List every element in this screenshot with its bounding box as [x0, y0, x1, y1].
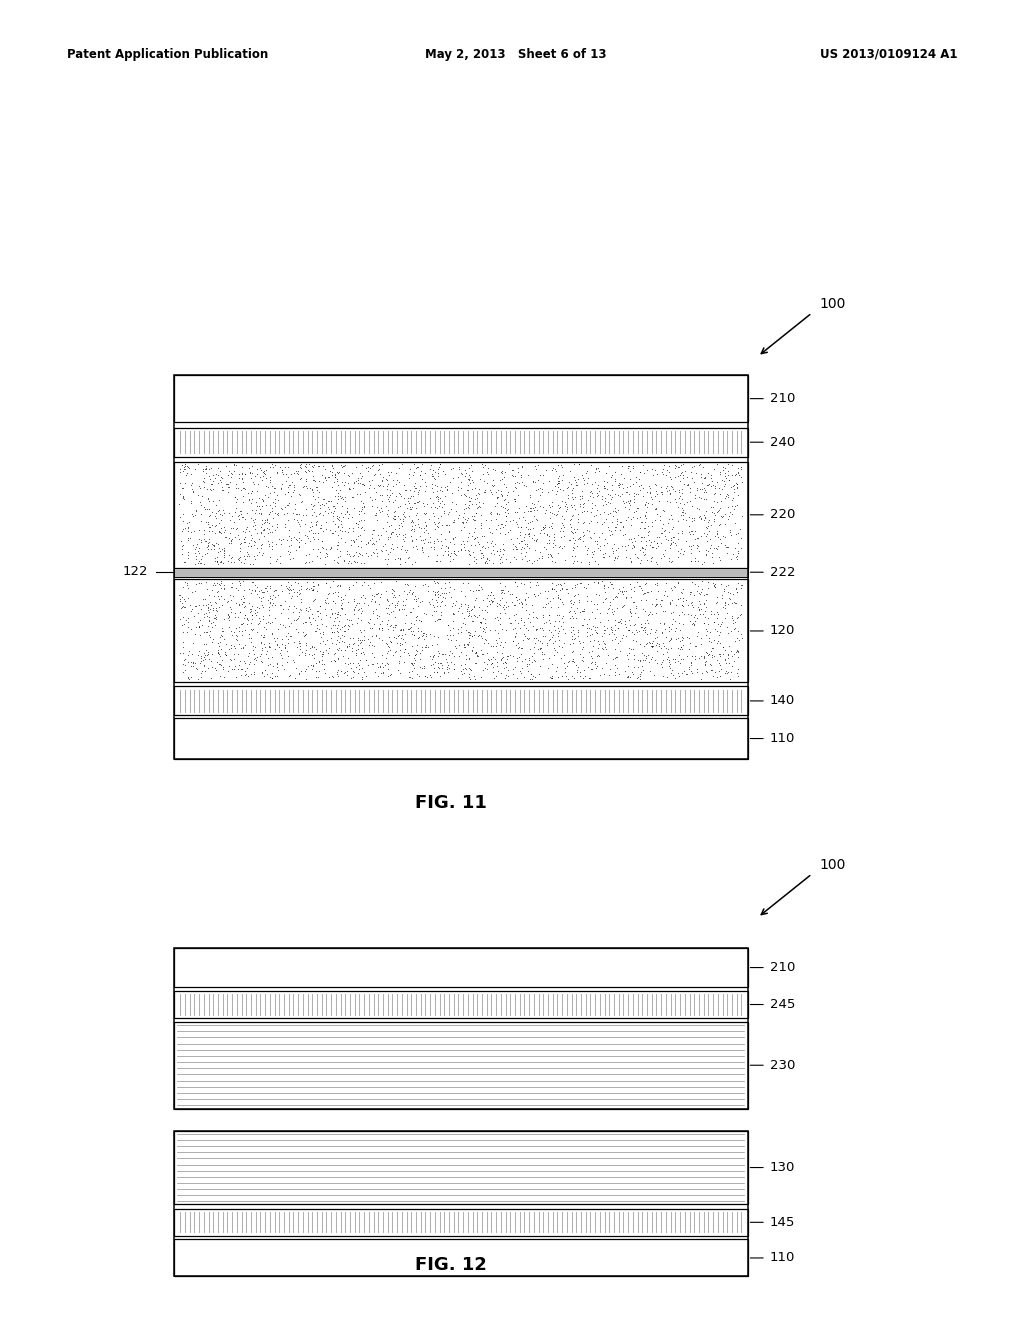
Text: 240: 240	[770, 436, 796, 449]
Text: Patent Application Publication: Patent Application Publication	[67, 48, 268, 61]
Text: FIG. 11: FIG. 11	[415, 793, 486, 812]
Bar	[174, 948, 748, 987]
Bar	[174, 718, 748, 759]
Text: 100: 100	[819, 297, 846, 310]
Text: 122: 122	[123, 565, 148, 578]
Text: 210: 210	[770, 961, 796, 974]
Text: 120: 120	[770, 624, 796, 638]
Bar	[174, 428, 748, 457]
Bar	[174, 948, 748, 1109]
Bar	[174, 686, 748, 715]
Text: 245: 245	[770, 998, 796, 1011]
Bar	[174, 568, 748, 577]
Text: 230: 230	[770, 1059, 796, 1072]
Bar	[174, 991, 748, 1018]
Text: 222: 222	[770, 566, 796, 578]
Text: US 2013/0109124 A1: US 2013/0109124 A1	[820, 48, 957, 61]
Bar	[174, 1239, 748, 1276]
Bar	[174, 1131, 748, 1276]
Text: 210: 210	[770, 392, 796, 405]
Text: FIG. 12: FIG. 12	[415, 1255, 486, 1274]
Bar	[174, 375, 748, 759]
Text: 110: 110	[770, 733, 796, 744]
Text: 110: 110	[770, 1251, 796, 1265]
Text: 130: 130	[770, 1162, 796, 1173]
Text: 220: 220	[770, 508, 796, 521]
Text: 100: 100	[819, 858, 846, 871]
Text: 145: 145	[770, 1216, 796, 1229]
Bar	[174, 1131, 748, 1204]
Bar	[174, 462, 748, 568]
Text: 140: 140	[770, 694, 796, 708]
Bar	[174, 1209, 748, 1236]
Bar	[174, 1022, 748, 1109]
Text: May 2, 2013   Sheet 6 of 13: May 2, 2013 Sheet 6 of 13	[425, 48, 606, 61]
Bar	[174, 375, 748, 422]
Bar	[174, 579, 748, 682]
